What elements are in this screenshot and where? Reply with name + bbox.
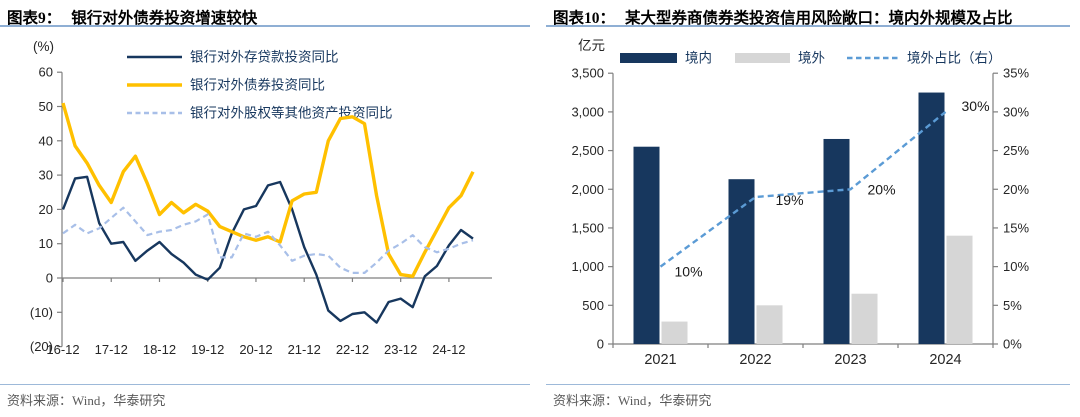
- y-axis-unit-label: (%): [33, 39, 54, 54]
- y-tick-label: 0: [46, 271, 53, 286]
- legend-label-bond: 银行对外债券投资同比: [190, 78, 325, 93]
- y-tick-label: 30: [39, 168, 53, 183]
- legend-label-equity-other: 银行对外股权等其他资产投资同比: [190, 105, 393, 121]
- series-line-overseas-share: [659, 110, 947, 268]
- right-axis-tick-label: 35%: [1003, 66, 1029, 81]
- x-tick-label: 22-12: [336, 342, 369, 357]
- figure-10-header: 图表10： 某大型券商债券类投资信用风险敞口：境内外规模及占比: [546, 0, 1070, 27]
- right-plot-area: 3,500 3,000 2,500 2,000 1,500 1,000 500 0 35% 30%…: [571, 66, 1029, 368]
- left-axis-tick-label: 2,000: [571, 182, 604, 197]
- left-axis-tick-label: 500: [582, 298, 604, 313]
- bar-overseas-2022: [756, 305, 783, 345]
- figure-10-title: 某大型券商债券类投资信用风险敞口：境内外规模及占比: [625, 10, 1013, 27]
- y-tick-label: 60: [39, 65, 53, 80]
- left-axis-tick-label: 3,500: [571, 66, 604, 81]
- x-tick-label: 24-12: [432, 342, 465, 357]
- left-plot-area: 60 50 40 30 20 10 0 (10) (20)16-12 17-12 18-12 19-1…: [30, 65, 492, 357]
- figure-9-title: 银行对外债券投资增速较快: [71, 10, 258, 27]
- data-label-overseas-share: 19%: [776, 192, 804, 208]
- data-label-overseas-share: 30%: [962, 98, 990, 114]
- series-line-deposit-loan: [61, 175, 474, 324]
- category-label: 2021: [644, 352, 676, 368]
- y-tick-label: 10: [39, 236, 53, 251]
- category-label: 2022: [739, 352, 771, 368]
- left-axis-tick-label: 3,000: [571, 104, 604, 119]
- x-tick-label: 18-12: [143, 342, 176, 357]
- bar-overseas-2023: [851, 293, 878, 345]
- right-axis-tick-label: 10%: [1003, 259, 1029, 274]
- figure-9-panel: 图表9： 银行对外债券投资增速较快 (%) 银行对外存贷款投资同比 银行对外债券投…: [0, 0, 530, 410]
- y-tick-label: 50: [39, 99, 53, 114]
- figure-9-source-block: 资料来源：Wind，华泰研究: [0, 384, 530, 410]
- data-label-overseas-share: 20%: [868, 181, 896, 197]
- figure-9-header: 图表9： 银行对外债券投资增速较快: [0, 0, 530, 27]
- source-note: 资料来源：Wind，华泰研究: [553, 393, 712, 408]
- category-label: 2024: [929, 352, 961, 368]
- y-tick-label: (10): [30, 305, 53, 320]
- left-chart-legend: 银行对外存贷款投资同比 银行对外债券投资同比 银行对外股权等其他资产投资同比: [127, 50, 393, 121]
- bar-overseas-2021: [661, 321, 688, 344]
- bar-domestic-2023: [823, 138, 850, 344]
- x-tick-label: 21-12: [288, 342, 321, 357]
- right-chart-legend: 境内 境外 境外占比（右）: [620, 51, 1002, 66]
- category-label: 2023: [834, 352, 866, 368]
- bar-domestic-2024: [918, 92, 945, 345]
- bar-domestic-2021: [633, 146, 660, 345]
- right-axis-tick-label: 15%: [1003, 220, 1029, 235]
- bar-overseas-2024: [946, 235, 973, 344]
- left-axis-tick-label: 0: [597, 337, 604, 352]
- legend-swatch-overseas: [735, 53, 790, 63]
- source-note: 资料来源：Wind，华泰研究: [7, 393, 166, 408]
- legend-swatch-domestic: [620, 53, 677, 63]
- legend-label-domestic: 境内: [685, 51, 712, 66]
- left-axis-tick-label: 1,000: [571, 259, 604, 274]
- figure-10-source-block: 资料来源：Wind，华泰研究: [546, 384, 1070, 410]
- left-axis-tick-label: 2,500: [571, 143, 604, 158]
- x-tick-label: 17-12: [95, 342, 128, 357]
- y-tick-label: 40: [39, 133, 53, 148]
- y-tick-label: (20): [30, 339, 53, 354]
- legend-label-overseas-share: 境外占比（右）: [907, 51, 1002, 66]
- right-axis-tick-label: 20%: [1003, 182, 1029, 197]
- series-line-bond: [61, 102, 475, 279]
- left-axis-tick-label: 1,500: [571, 220, 604, 235]
- legend-label-overseas: 境外: [798, 51, 826, 66]
- bar-domestic-2022: [728, 179, 755, 345]
- legend-label-deposit-loan: 银行对外存贷款投资同比: [190, 50, 339, 65]
- right-axis-tick-label: 25%: [1003, 143, 1029, 158]
- x-tick-label: 19-12: [191, 342, 224, 357]
- x-tick-label: 16-12: [46, 342, 79, 357]
- right-axis-tick-label: 0%: [1003, 337, 1022, 352]
- series-line-equity-other: [62, 206, 474, 274]
- x-tick-label: 23-12: [384, 342, 417, 357]
- right-axis-tick-label: 30%: [1003, 104, 1029, 119]
- figure-10-panel: 图表10： 某大型券商债券类投资信用风险敞口：境内外规模及占比 亿元 境内 境外 …: [540, 0, 1080, 417]
- data-label-overseas-share: 10%: [675, 264, 703, 280]
- bank-investment-line-chart: (%) 银行对外存贷款投资同比 银行对外债券投资同比 银行对外股权等其他资产投资…: [30, 39, 492, 357]
- left-axis-unit-label: 亿元: [578, 38, 605, 53]
- y-tick-label: 20: [39, 202, 53, 217]
- broker-exposure-bar-chart: 亿元 境内 境外 境外占比（右） 3,500 3,000 2,500 2,000 1,5…: [571, 38, 1029, 368]
- x-tick-label: 20-12: [239, 342, 272, 357]
- figure-9-tag: 图表9：: [7, 10, 62, 27]
- figure-10-tag: 图表10：: [553, 10, 616, 27]
- right-axis-tick-label: 5%: [1003, 298, 1022, 313]
